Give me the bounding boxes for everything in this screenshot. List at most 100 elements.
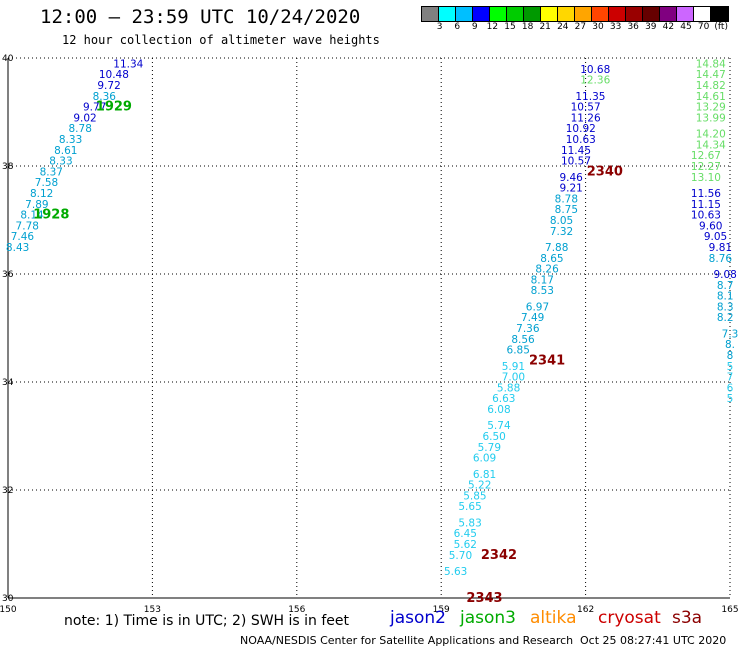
wave-height-value: 5.85 <box>463 490 486 502</box>
wave-height-value: 13.99 <box>696 112 726 124</box>
color-scale-label: 30 <box>592 22 604 32</box>
wave-height-value: 7.88 <box>545 242 568 254</box>
wave-height-value: 9.21 <box>559 183 582 195</box>
color-swatch <box>558 7 575 21</box>
wave-height-value: 12.36 <box>580 75 610 87</box>
color-scale-label: 33 <box>609 22 622 32</box>
wave-height-value: 5.79 <box>478 442 501 454</box>
wave-height-value: 9.60 <box>699 220 722 232</box>
wave-height-value: 8.2 <box>717 312 734 324</box>
color-swatch <box>507 7 524 21</box>
color-swatch <box>524 7 541 21</box>
wave-height-value: 8.61 <box>54 145 77 157</box>
wave-height-value: 6 <box>727 382 734 394</box>
wave-height-value: 6.97 <box>526 301 549 313</box>
color-swatch <box>541 7 558 21</box>
wave-height-value: 6.50 <box>482 431 505 443</box>
wave-height-value: 13.10 <box>691 172 721 184</box>
pass-time-label: 2342 <box>481 548 517 563</box>
wave-height-value: 8.14 <box>20 210 44 222</box>
pass-time-labels: 1929 1928 2340 2341 2342 2343 <box>33 100 623 606</box>
wave-height-value: 10.63 <box>691 210 721 222</box>
wave-height-value: 8.36 <box>93 91 117 103</box>
wave-height-value: 11.15 <box>691 199 721 211</box>
wave-height-value: 8.05 <box>550 215 573 227</box>
wave-height-value: 7.36 <box>516 323 540 335</box>
wave-height-value: 10.57 <box>571 102 601 114</box>
color-scale-label: 6 <box>454 22 461 32</box>
color-scale-bar <box>421 6 729 22</box>
wave-height-value: 8.78 <box>555 193 578 205</box>
lon-tick-label: 153 <box>144 605 161 615</box>
wave-height-value: 12.67 <box>691 150 721 162</box>
wave-height-value: 8.26 <box>535 264 559 276</box>
color-scale-label: (ft) <box>714 22 728 32</box>
wave-height-value: 10.68 <box>580 64 610 76</box>
color-swatch <box>473 7 490 21</box>
lon-tick-label: 156 <box>288 605 305 615</box>
map-axes: 150153156159162165303234363840 <box>0 54 739 615</box>
color-scale-label: 70 <box>697 22 710 32</box>
wave-height-value: 5 <box>727 361 734 373</box>
wave-height-value: 14.34 <box>696 139 726 151</box>
wave-height-value: 8.53 <box>531 285 554 297</box>
units-note: note: 1) Time is in UTC; 2) SWH is in fe… <box>64 613 350 629</box>
wave-height-value: 6.45 <box>454 528 477 540</box>
pass-time-label: 1928 <box>33 208 69 223</box>
color-swatch <box>422 7 439 21</box>
color-scale-label: 21 <box>539 22 551 32</box>
map-grid <box>7 57 731 599</box>
wave-height-value: 8.78 <box>69 123 92 135</box>
legend-cryosat: cryosat <box>598 608 661 628</box>
wave-height-value: 8.3 <box>717 301 734 313</box>
wave-height-value: 8.1 <box>717 291 734 303</box>
pass-time-label: 1929 <box>96 100 132 115</box>
wave-height-value: 7.49 <box>521 312 544 324</box>
wave-height-value: 11.45 <box>561 145 591 157</box>
wave-height-value: 8 <box>727 350 734 362</box>
wave-height-value: 8.56 <box>511 334 535 346</box>
pass-time-label: 2340 <box>587 164 623 179</box>
wave-height-value: 5.70 <box>449 550 472 562</box>
wave-height-value: 9.72 <box>97 80 120 92</box>
wave-height-value: 8.65 <box>540 253 563 265</box>
color-scale-labels: 3 6 9 12 15 18 21 24 27 30 33 36 39 42 45 70 (ft) <box>421 22 740 34</box>
color-swatch <box>711 7 728 21</box>
wave-height-value: 5.91 <box>502 361 525 373</box>
color-swatch <box>592 7 609 21</box>
wave-height-value: 10.57 <box>561 156 591 168</box>
color-swatch <box>575 7 592 21</box>
page-subtitle: 12 hour collection of altimeter wave hei… <box>62 33 380 47</box>
legend-jason3: jason3 <box>460 608 516 628</box>
track-a: 11.3410.489.728.369.779.028.788.338.618.… <box>6 58 144 254</box>
legend-jason2: jason2 <box>390 608 446 628</box>
lat-tick-label: 30 <box>2 594 14 604</box>
wave-height-value: 8.75 <box>555 204 578 216</box>
wave-height-value: 11.26 <box>571 112 601 124</box>
color-swatch <box>643 7 660 21</box>
wave-height-value: 5 <box>727 393 734 405</box>
wave-height-value: 6.08 <box>487 404 510 416</box>
wave-height-value: 5.65 <box>458 501 481 513</box>
lon-tick-label: 159 <box>433 605 450 615</box>
wave-height-value: 7.58 <box>35 177 58 189</box>
lon-tick-label: 162 <box>577 605 594 615</box>
lon-tick-label: 150 <box>0 605 17 615</box>
color-swatch <box>439 7 456 21</box>
wave-height-value: 6.63 <box>492 393 515 405</box>
legend-s3a: s3a <box>672 608 703 628</box>
wave-height-value: 9.05 <box>704 231 727 243</box>
wave-height-value: 9.02 <box>73 112 96 124</box>
color-scale-label: 39 <box>645 22 657 32</box>
color-swatch <box>456 7 473 21</box>
wave-height-value: 8.7 <box>717 280 734 292</box>
color-scale-label: 12 <box>486 22 499 32</box>
pass-time-label: 2341 <box>529 353 565 368</box>
wave-height-value: 7.32 <box>550 226 573 238</box>
wave-height-value: 10.63 <box>566 134 596 146</box>
color-swatch <box>660 7 677 21</box>
wave-height-value: 14.47 <box>696 69 726 81</box>
color-swatch <box>626 7 643 21</box>
